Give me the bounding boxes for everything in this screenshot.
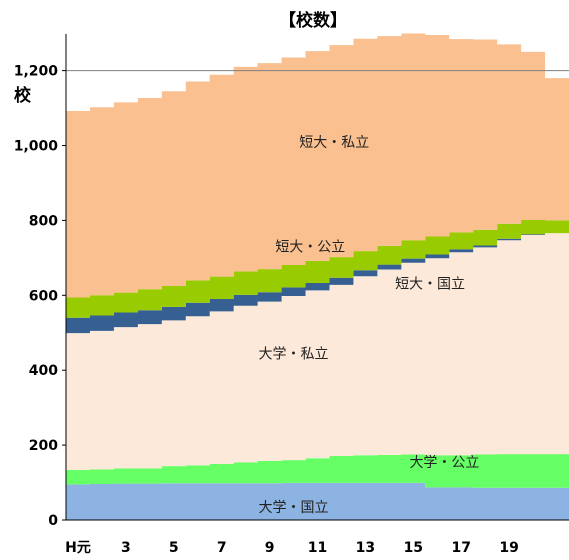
area-2: [66, 454, 569, 488]
x-tick-label: 5: [169, 540, 179, 556]
area-5: [66, 220, 569, 318]
x-tick-label: H元: [65, 540, 91, 556]
x-tick-label: 13: [356, 540, 375, 556]
x-tick-label: 15: [404, 540, 423, 556]
axes: [65, 34, 569, 521]
y-tick-labels: 0 200 400 600 800 1,000 1,200: [14, 64, 66, 529]
y-tick-label: 0: [48, 513, 58, 529]
series-label: 短大・公立: [275, 240, 345, 256]
series-labels: 大学・国立 大学・公立 大学・私立 短大・国立 短大・公立 短大・私立: [259, 135, 480, 516]
x-tick-label: 11: [308, 540, 327, 556]
x-tick-label: 7: [217, 540, 227, 556]
y-tick-label: 200: [29, 438, 58, 454]
y-tick-label: 600: [29, 288, 58, 304]
series-label: 大学・国立: [259, 500, 329, 516]
x-tick-label: 9: [265, 540, 275, 556]
y-tick-label: 1,000: [14, 139, 59, 155]
series-label: 大学・私立: [259, 346, 329, 362]
area-6: [66, 33, 569, 298]
x-tick-label: 17: [451, 540, 470, 556]
x-tick-label: 3: [121, 540, 131, 556]
y-tick-label: 800: [29, 213, 58, 229]
y-tick-label: 1,200: [14, 64, 59, 80]
area-1: [66, 482, 569, 520]
area-3: [66, 233, 569, 470]
series-label: 短大・私立: [299, 135, 369, 151]
chart-title: 【校数】: [279, 10, 347, 31]
y-axis-label: 校: [14, 85, 32, 106]
x-tick-labels: H元 3 5 7 9 11 13 15 17 19: [65, 540, 519, 556]
y-tick-label: 400: [29, 363, 58, 379]
x-tick-label: 19: [499, 540, 518, 556]
series-label: 短大・国立: [395, 277, 465, 293]
area-layers: [66, 33, 569, 520]
series-label: 大学・公立: [409, 455, 479, 471]
area-4: [66, 233, 569, 334]
